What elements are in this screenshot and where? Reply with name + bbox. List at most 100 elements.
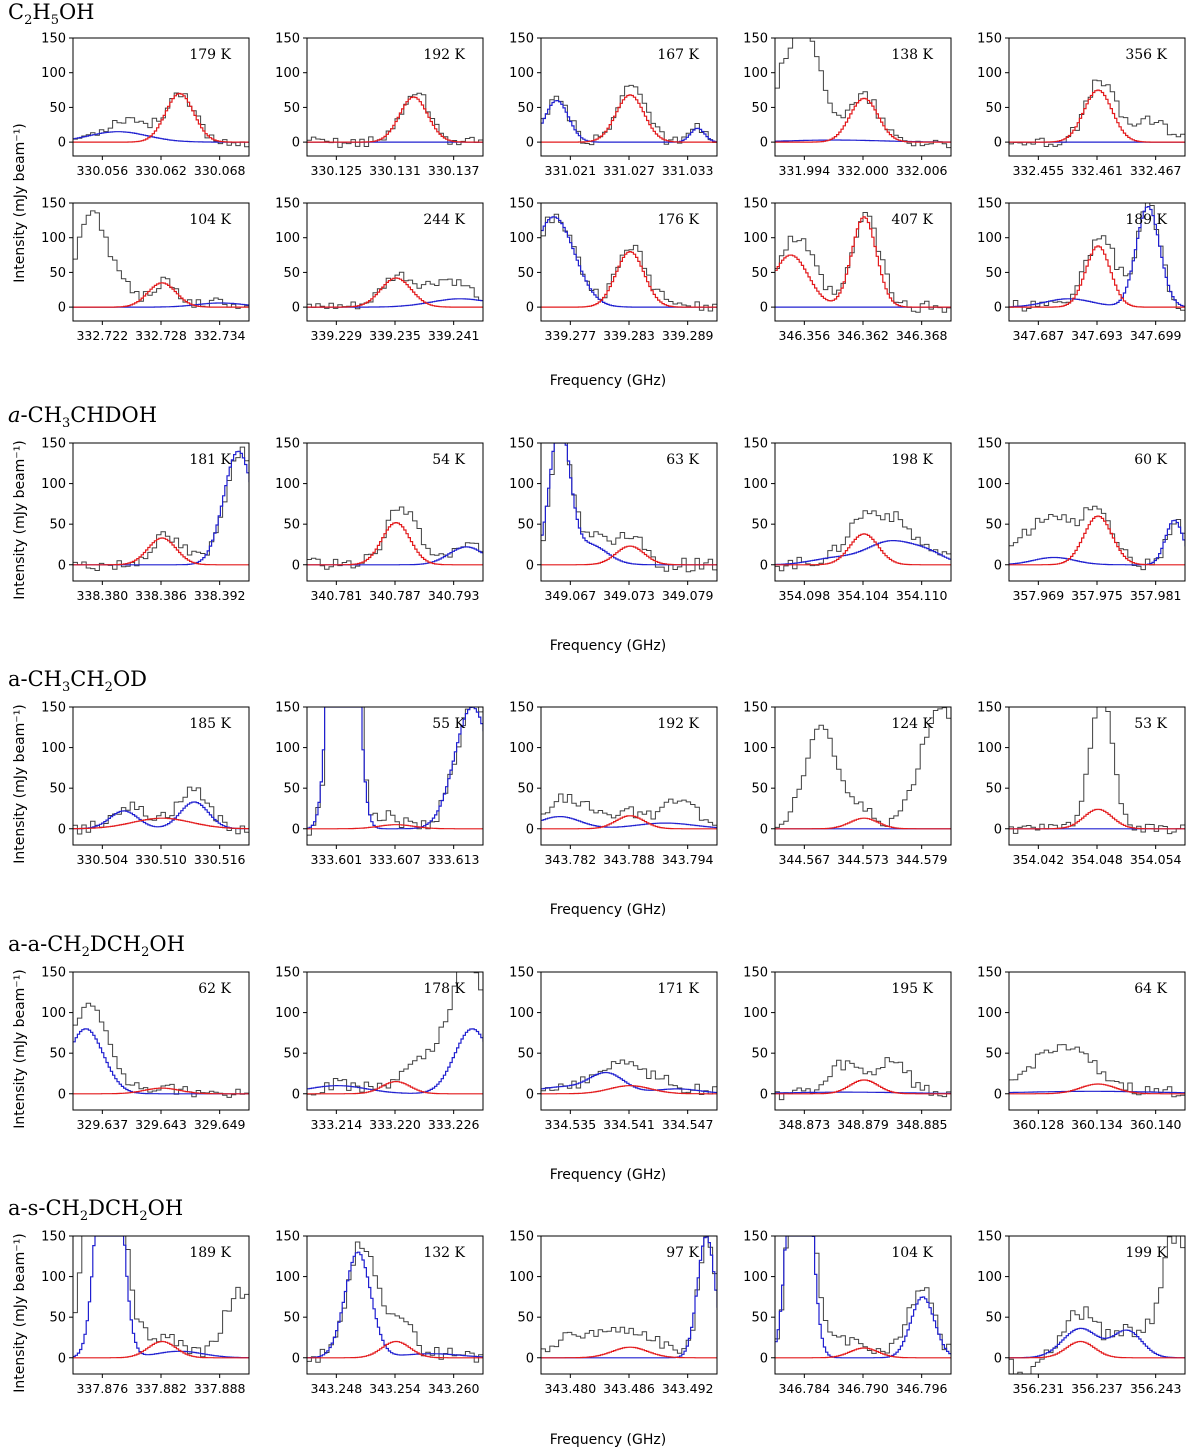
x-tick-label: 349.067: [544, 588, 596, 603]
spectrum-panel: 0 50 100 150 340.781 340.787 340.793 54 K: [275, 437, 484, 603]
x-tick-label: 354.098: [778, 588, 830, 603]
x-tick-label: 332.455: [1012, 163, 1064, 178]
panel-curves: [73, 786, 249, 835]
y-tick-label: 150: [275, 197, 300, 212]
blended-model: [541, 100, 717, 143]
observed-spectrum: [73, 1002, 249, 1099]
panel-curves: [1009, 79, 1185, 147]
x-tick-label: 337.876: [76, 1381, 128, 1396]
temperature-label: 185 K: [189, 716, 231, 732]
line-model: [1009, 89, 1185, 143]
y-tick-label: 0: [994, 1351, 1002, 1366]
y-tick-label: 100: [509, 66, 534, 81]
x-tick-label: 334.547: [662, 1117, 714, 1132]
x-tick-label: 330.131: [369, 163, 421, 178]
y-tick-label: 50: [751, 101, 768, 116]
y-tick-label: 50: [517, 266, 534, 281]
y-tick-label: 0: [526, 301, 534, 316]
y-tick-label: 50: [985, 266, 1002, 281]
y-tick-label: 150: [275, 701, 300, 716]
y-tick-label: 100: [41, 741, 66, 756]
x-tick-label: 330.510: [135, 852, 187, 867]
x-tick-label: 347.693: [1071, 328, 1123, 343]
molecule-title: C2H5OH: [8, 0, 95, 29]
x-tick-label: 346.362: [837, 328, 889, 343]
y-tick-label: 0: [292, 1087, 300, 1102]
y-tick-label: 0: [292, 558, 300, 573]
y-tick-label: 100: [743, 477, 768, 492]
y-tick-label: 50: [283, 101, 300, 116]
line-model: [307, 1340, 483, 1359]
observed-spectrum: [1009, 203, 1185, 312]
y-tick-label: 100: [275, 1270, 300, 1285]
panel-curves: [307, 92, 483, 148]
spectrum-panel: 0 50 100 150 329.637 329.643 329.649 62 K: [41, 966, 250, 1132]
y-tick-label: 100: [41, 231, 66, 246]
spectrum-panel: 0 50 100 150 332.455 332.461 332.467 356 K: [977, 32, 1186, 178]
panel-curves: [73, 92, 249, 148]
y-tick-label: 100: [977, 1270, 1002, 1285]
y-tick-label: 100: [977, 477, 1002, 492]
x-tick-label: 333.613: [428, 852, 480, 867]
y-tick-label: 0: [994, 822, 1002, 837]
y-tick-label: 100: [509, 1270, 534, 1285]
x-tick-label: 330.062: [135, 163, 187, 178]
y-tick-label: 50: [49, 1311, 66, 1326]
y-tick-label: 0: [760, 822, 768, 837]
x-tick-label: 331.994: [778, 163, 830, 178]
panel-curves: [307, 972, 483, 1096]
y-tick-label: 100: [743, 66, 768, 81]
y-tick-label: 150: [275, 966, 300, 981]
spectrum-panel: 0 50 100 150 343.782 343.788 343.794 192 K: [509, 701, 718, 867]
x-tick-label: 329.637: [76, 1117, 128, 1132]
spectrum-panel: 0 50 100 150 346.784 346.790 346.796 104 K: [743, 1230, 952, 1396]
temperature-label: 199 K: [1125, 1245, 1167, 1261]
x-tick-label: 344.579: [896, 852, 948, 867]
temperature-label: 181 K: [189, 452, 231, 468]
observed-spectrum: [73, 1236, 249, 1358]
blended-model: [541, 1071, 717, 1094]
x-tick-label: 360.134: [1071, 1117, 1123, 1132]
temperature-label: 171 K: [657, 981, 699, 997]
y-tick-label: 100: [743, 741, 768, 756]
line-model: [73, 537, 249, 566]
y-tick-label: 100: [275, 231, 300, 246]
x-tick-label: 332.461: [1071, 163, 1123, 178]
x-tick-label: 354.054: [1130, 852, 1182, 867]
x-tick-label: 347.699: [1130, 328, 1182, 343]
y-tick-label: 0: [292, 822, 300, 837]
x-tick-label: 332.000: [837, 163, 889, 178]
x-tick-label: 354.104: [837, 588, 889, 603]
y-tick-label: 50: [49, 1047, 66, 1062]
temperature-label: 124 K: [891, 716, 933, 732]
y-tick-label: 150: [275, 32, 300, 47]
x-tick-label: 346.356: [778, 328, 830, 343]
y-tick-label: 50: [751, 518, 768, 533]
x-tick-label: 338.392: [194, 588, 246, 603]
temperature-label: 244 K: [423, 212, 465, 228]
x-tick-label: 333.214: [310, 1117, 362, 1132]
x-tick-label: 348.885: [896, 1117, 948, 1132]
temperature-label: 176 K: [657, 212, 699, 228]
y-tick-label: 50: [985, 518, 1002, 533]
y-tick-label: 150: [41, 701, 66, 716]
y-tick-label: 100: [275, 66, 300, 81]
x-tick-label: 349.079: [662, 588, 714, 603]
temperature-label: 189 K: [189, 1245, 231, 1261]
panel-curves: [73, 210, 249, 309]
spectrum-panel: 0 50 100 150 339.229 339.235 339.241 244 K: [275, 197, 484, 343]
y-tick-label: 100: [509, 231, 534, 246]
blended-model: [73, 1236, 249, 1359]
y-tick-label: 150: [41, 1230, 66, 1245]
observed-spectrum: [73, 210, 249, 309]
x-tick-label: 343.480: [544, 1381, 596, 1396]
observed-spectrum: [541, 793, 717, 830]
y-tick-label: 100: [509, 477, 534, 492]
x-tick-label: 333.220: [369, 1117, 421, 1132]
y-tick-label: 100: [977, 741, 1002, 756]
x-tick-label: 360.140: [1130, 1117, 1182, 1132]
y-tick-label: 100: [977, 1006, 1002, 1021]
line-model: [775, 1347, 951, 1359]
spectrum-panel: 0 50 100 150 348.873 348.879 348.885 195 K: [743, 966, 952, 1132]
panel-curves: [541, 793, 717, 830]
